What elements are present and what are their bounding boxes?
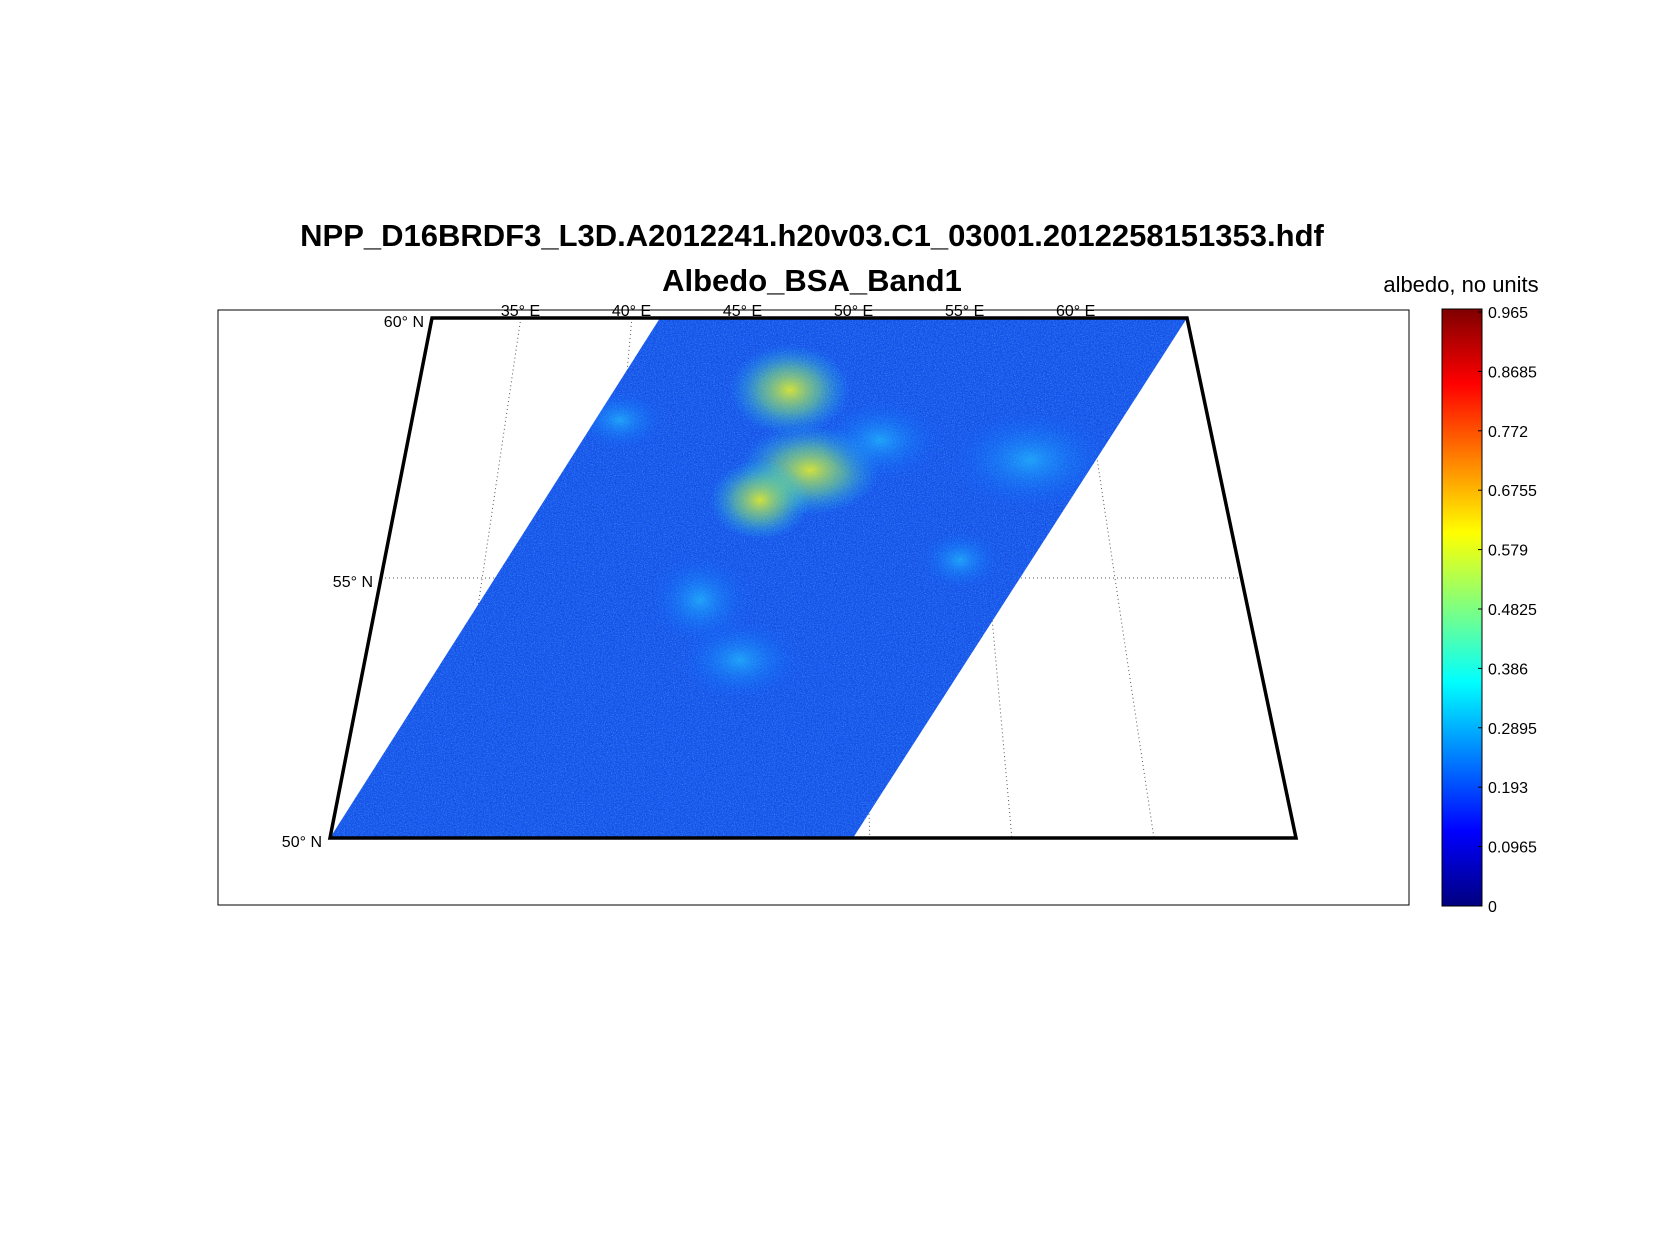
swath-patch — [820, 400, 940, 480]
colorbar-tick-label: 0.4825 — [1488, 602, 1537, 619]
lat-tick-label: 55° N — [333, 574, 373, 591]
lon-tick-label: 45° E — [723, 303, 762, 320]
colorbar-tick-label: 0 — [1488, 899, 1497, 916]
colorbar-tick-label: 0.6755 — [1488, 483, 1537, 500]
colorbar-tick-label: 0.2895 — [1488, 721, 1537, 738]
lon-tick-label: 55° E — [945, 303, 984, 320]
swath-patch — [710, 460, 810, 540]
lon-tick-label: 40° E — [612, 303, 651, 320]
colorbar-tick-label: 0.386 — [1488, 661, 1528, 678]
latitude-labels: 60° N 55° N 50° N — [282, 314, 424, 851]
swath-patch — [950, 410, 1110, 510]
swath-patch — [730, 345, 850, 435]
colorbar-ticks: 0.965 0.8685 0.772 0.6755 0.579 0.4825 0.386 0.… — [1478, 305, 1537, 916]
map-boundary — [327, 316, 1299, 840]
lon-tick-label: 60° E — [1056, 303, 1095, 320]
lon-tick-label: 50° E — [834, 303, 873, 320]
colorbar-tick-label: 0.193 — [1488, 780, 1528, 797]
colorbar-tick-label: 0.965 — [1488, 305, 1528, 322]
figure-subtitle: Albedo_BSA_Band1 — [662, 263, 962, 298]
colorbar-tick-label: 0.8685 — [1488, 364, 1537, 381]
colorbar-tick-label: 0.0965 — [1488, 840, 1537, 857]
swath-patch — [680, 620, 800, 700]
lon-tick-label: 35° E — [501, 303, 540, 320]
colorbar-tick-label: 0.772 — [1488, 424, 1528, 441]
lat-tick-label: 50° N — [282, 834, 322, 851]
colorbar-tick-label: 0.579 — [1488, 543, 1528, 560]
swath-patch — [920, 530, 1000, 590]
figure-title: NPP_D16BRDF3_L3D.A2012241.h20v03.C1_0300… — [300, 218, 1324, 253]
colorbar-title: albedo, no units — [1383, 272, 1538, 297]
swath-high-albedo-region — [575, 345, 1110, 700]
colorbar — [1441, 308, 1483, 907]
longitude-labels: 35° E 40° E 45° E 50° E 55° E 60° E — [501, 303, 1095, 320]
lat-tick-label: 60° N — [384, 314, 424, 331]
